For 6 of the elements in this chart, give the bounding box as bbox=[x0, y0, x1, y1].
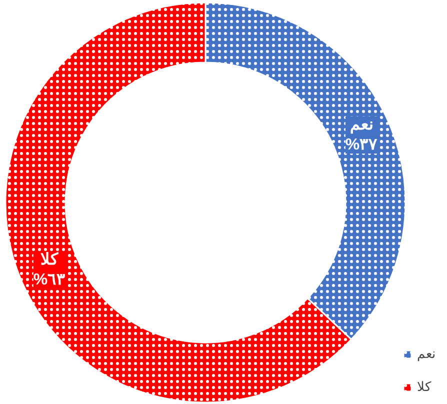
legend-label: نعم bbox=[417, 346, 437, 361]
data-label: %٣٧ bbox=[345, 136, 378, 154]
slice-label: نعم bbox=[350, 116, 374, 134]
data-label: %٦٣ bbox=[33, 272, 66, 289]
slice-label: كلا bbox=[40, 251, 58, 268]
legend-label: كلا bbox=[417, 379, 432, 394]
